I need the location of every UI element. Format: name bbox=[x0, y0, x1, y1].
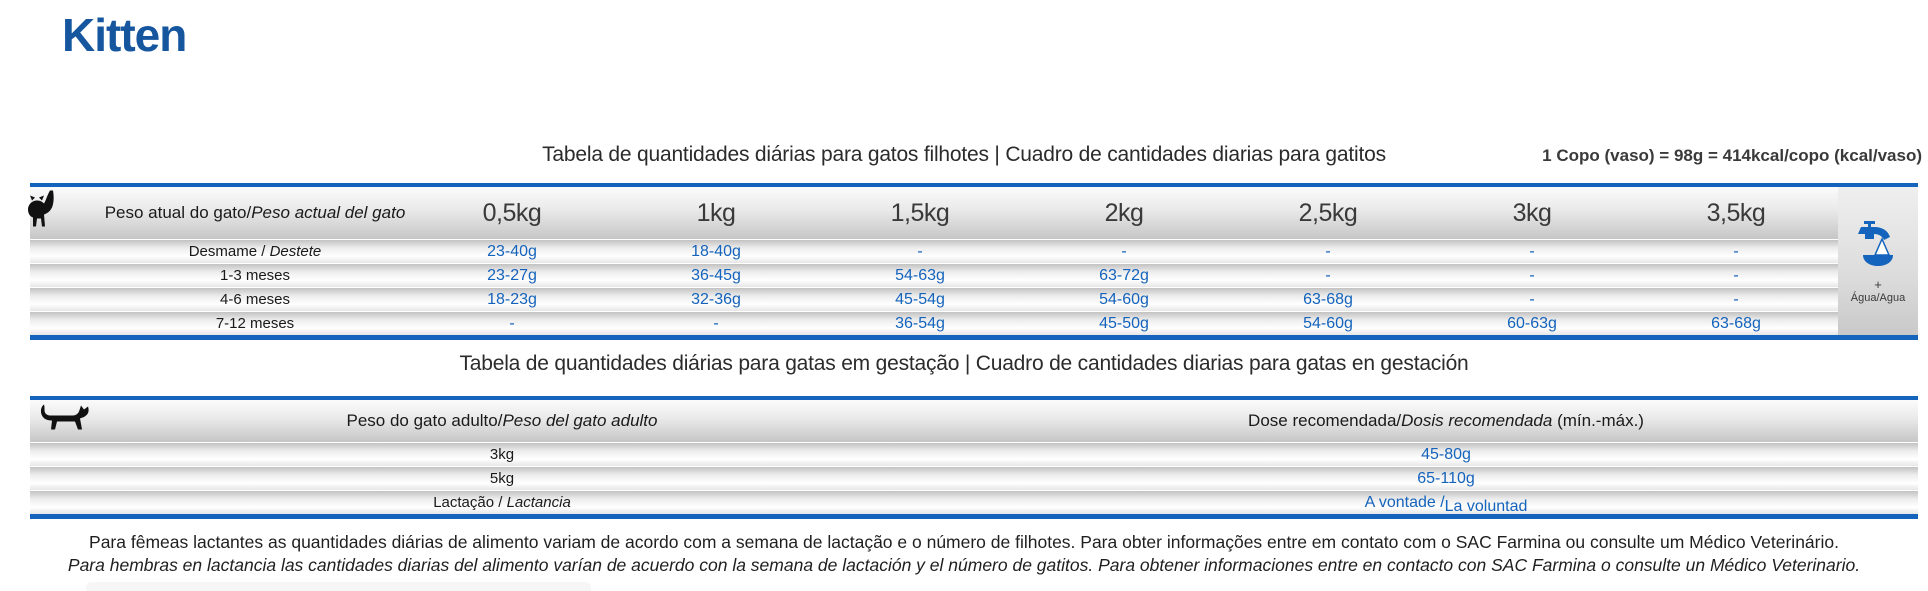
kitten-table-header-row: Peso atual do gato/Peso actual del gato … bbox=[28, 187, 1838, 239]
gestation-col2-suffix: (mín.-máx.) bbox=[1552, 411, 1644, 430]
table-cell: 36-45g bbox=[691, 266, 741, 284]
gestation-col1-es: Peso del gato adulto bbox=[502, 411, 658, 430]
kitten-header-label-pt: Peso atual do gato/ bbox=[104, 203, 252, 222]
table-cell: 54-63g bbox=[895, 266, 945, 284]
table-cell: 36-54g bbox=[895, 314, 945, 332]
kitten-feeding-table-main: Peso atual do gato/Peso actual del gato … bbox=[28, 187, 1838, 335]
gestation-col1-pt: Peso do gato adulto/ bbox=[346, 411, 503, 430]
cup-measure-note: 1 Copo (vaso) = 98g = 414kcal/copo (kcal… bbox=[1542, 146, 1922, 165]
table-cell: - bbox=[1529, 266, 1535, 284]
gestation-row-lactacao: Lactação / Lactancia A vontade /La volun… bbox=[30, 491, 1918, 515]
gestation-table-title: Tabela de quantidades diárias para gatas… bbox=[459, 352, 1469, 375]
kitten-table-header-label: Peso atual do gato/Peso actual del gato bbox=[28, 190, 410, 227]
page-title: Kitten bbox=[62, 9, 187, 61]
table-cell: A vontade /La voluntad bbox=[1364, 493, 1528, 515]
row-label: 1-3 meses bbox=[219, 267, 291, 284]
kitten-feeding-table: Peso atual do gato/Peso actual del gato … bbox=[28, 183, 1918, 340]
table-cell: 18-23g bbox=[487, 290, 537, 308]
table-cell: - bbox=[1325, 242, 1331, 260]
row-label: 5kg bbox=[489, 470, 515, 487]
adult-cat-silhouette-icon bbox=[38, 402, 90, 441]
table-cell: 45-50g bbox=[1099, 314, 1149, 332]
cropped-bottom-element bbox=[86, 582, 591, 591]
gestation-row-5kg: 5kg 65-110g bbox=[30, 467, 1918, 490]
water-label: Água/Agua bbox=[1850, 291, 1906, 304]
plus-sign: + bbox=[1874, 276, 1882, 292]
footnote-line-pt: Para fêmeas lactantes as quantidades diá… bbox=[89, 532, 1839, 552]
table-cell: 54-60g bbox=[1099, 290, 1149, 308]
table-cell: 63-72g bbox=[1099, 266, 1149, 284]
table-cell: - bbox=[917, 242, 923, 260]
table-row-1-3-meses: 1-3 meses 23-27g 36-45g 54-63g 63-72g - … bbox=[30, 264, 1838, 287]
table-cell: 63-68g bbox=[1711, 314, 1761, 332]
kitten-table-titlebar: Tabela de quantidades diárias para gatos… bbox=[0, 143, 1928, 173]
table-cell: 45-80g bbox=[1421, 445, 1471, 463]
gestation-table-header-row: Peso do gato adulto/Peso del gato adulto… bbox=[30, 400, 1918, 442]
table-cell: - bbox=[1733, 242, 1739, 260]
weight-column-header: 0,5kg bbox=[482, 198, 542, 227]
table-row-4-6-meses: 4-6 meses 18-23g 32-36g 45-54g 54-60g 63… bbox=[30, 288, 1838, 311]
weight-column-header: 2,5kg bbox=[1298, 198, 1358, 227]
table-cell: - bbox=[1733, 290, 1739, 308]
weight-column-header: 2kg bbox=[1104, 198, 1144, 227]
footnote-line-es: Para hembras en lactancia las cantidades… bbox=[67, 555, 1861, 576]
row-label: Lactação / Lactancia bbox=[433, 494, 571, 511]
kitten-silhouette-icon bbox=[20, 189, 66, 238]
kitten-header-label-es: Peso actual del gato bbox=[251, 203, 406, 222]
row-label: Desmame / Destete bbox=[188, 243, 322, 260]
water-reminder-panel: + Água/Agua bbox=[1838, 187, 1918, 335]
table-cell: 60-63g bbox=[1507, 314, 1557, 332]
weight-column-header: 3kg bbox=[1512, 198, 1552, 227]
row-label: 7-12 meses bbox=[215, 315, 295, 332]
table-cell: - bbox=[1529, 290, 1535, 308]
table-cell: - bbox=[1325, 266, 1331, 284]
table-cell: - bbox=[509, 314, 515, 332]
table-cell: 54-60g bbox=[1303, 314, 1353, 332]
table-cell: 65-110g bbox=[1417, 469, 1475, 487]
gestation-header-weight: Peso do gato adulto/Peso del gato adulto bbox=[30, 404, 974, 431]
gestation-col2-es: Dosis recomendada bbox=[1401, 411, 1553, 430]
table-cell: - bbox=[1121, 242, 1127, 260]
lactation-footnote: Para fêmeas lactantes as quantidades diá… bbox=[0, 531, 1928, 577]
kitten-table-title: Tabela de quantidades diárias para gatos… bbox=[542, 143, 1386, 166]
table-cell: 32-36g bbox=[691, 290, 741, 308]
table-cell: 63-68g bbox=[1303, 290, 1353, 308]
table-cell: - bbox=[713, 314, 719, 332]
gestation-row-3kg: 3kg 45-80g bbox=[30, 443, 1918, 466]
gestation-feeding-table: Peso do gato adulto/Peso del gato adulto… bbox=[30, 396, 1918, 519]
table-cell: 45-54g bbox=[895, 290, 945, 308]
table-cell: - bbox=[1529, 242, 1535, 260]
gestation-col2-pt: Dose recomendada/ bbox=[1248, 411, 1402, 430]
weight-column-header: 3,5kg bbox=[1706, 198, 1766, 227]
table-row-desmame: Desmame / Destete 23-40g 18-40g - - - - … bbox=[30, 240, 1838, 263]
table-cell: - bbox=[1733, 266, 1739, 284]
gestation-header-dose: Dose recomendada/Dosis recomendada (mín.… bbox=[974, 411, 1918, 431]
table-cell: 23-27g bbox=[487, 266, 537, 284]
row-label: 3kg bbox=[489, 446, 515, 463]
table-cell: 18-40g bbox=[691, 242, 741, 260]
weight-column-header: 1,5kg bbox=[890, 198, 950, 227]
weight-column-header: 1kg bbox=[696, 198, 736, 227]
row-label: 4-6 meses bbox=[219, 291, 291, 308]
table-cell: 23-40g bbox=[487, 242, 537, 260]
water-faucet-bowl-icon bbox=[1851, 219, 1905, 276]
table-row-7-12-meses: 7-12 meses - - 36-54g 45-50g 54-60g 60-6… bbox=[30, 312, 1838, 335]
